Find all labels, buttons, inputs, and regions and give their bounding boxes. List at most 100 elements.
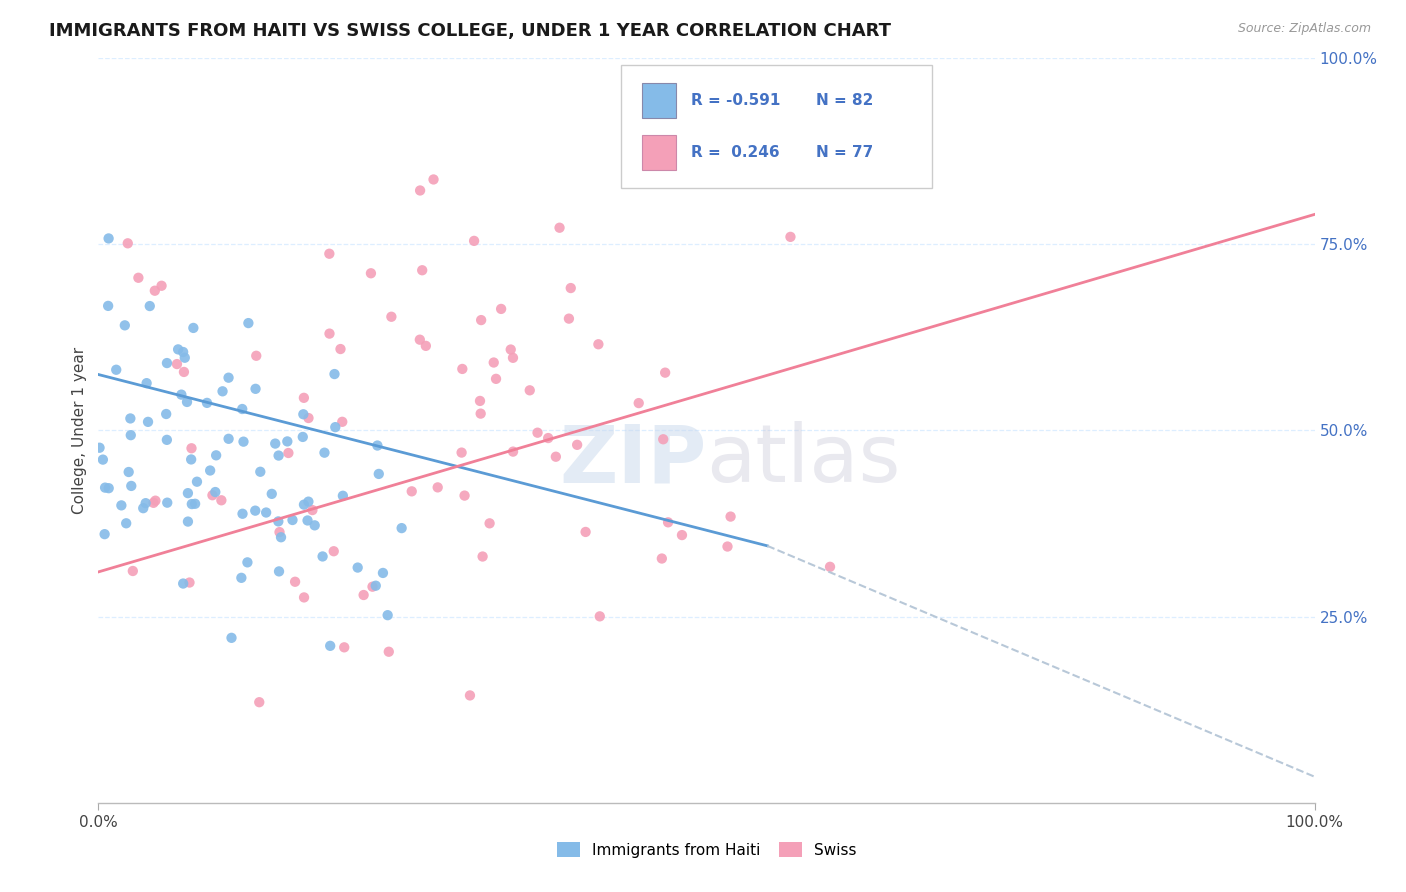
Point [93,527,115,541]
Point [118,465,141,479]
Point [468,393,491,408]
Point [378,645,401,659]
Point [232,434,254,449]
Point [97,299,120,313]
Point [245,349,267,363]
Point [353,588,375,602]
Point [574,524,596,539]
Point [180,442,202,456]
Point [143,284,166,298]
Point [482,355,505,369]
Point [156,496,179,510]
Point [155,407,177,421]
Point [221,631,243,645]
Point [304,518,326,533]
Point [558,311,581,326]
Point [269,525,291,540]
Point [502,351,524,365]
Point [499,343,522,357]
Point [652,432,675,446]
Point [183,321,205,335]
Point [136,415,159,429]
Point [411,263,433,277]
Point [544,450,567,464]
Point [463,234,485,248]
Point [205,448,228,462]
Point [156,433,179,447]
Point [180,497,202,511]
Point [179,575,201,590]
Point [267,449,290,463]
Point [329,342,352,356]
Point [249,465,271,479]
Point [627,396,650,410]
Point [89,441,111,455]
Point [91,452,114,467]
Point [173,365,195,379]
Point [260,487,283,501]
Point [322,544,344,558]
Point [201,488,224,502]
Point [166,357,188,371]
Point [297,513,319,527]
Point [145,493,167,508]
Point [361,580,384,594]
Point [657,516,679,530]
Point [218,432,240,446]
Point [565,438,588,452]
Point [560,281,582,295]
Point [117,236,139,251]
Point [127,270,149,285]
Point [264,436,287,450]
Text: N = 77: N = 77 [815,145,873,160]
Point [198,463,221,477]
Point [371,566,394,580]
FancyBboxPatch shape [643,135,676,170]
Point [281,513,304,527]
Point [204,485,226,500]
Point [519,384,541,398]
Point [380,310,402,324]
Point [314,445,336,459]
Point [238,316,260,330]
Point [415,339,437,353]
FancyBboxPatch shape [621,65,932,188]
Legend: Immigrants from Haiti, Swiss: Immigrants from Haiti, Swiss [553,838,860,863]
Point [115,516,138,531]
Point [292,407,315,421]
Point [132,501,155,516]
Point [318,246,340,260]
Point [537,431,560,445]
Point [120,411,142,425]
Point [135,496,157,510]
Point [267,515,290,529]
Point [270,530,292,544]
Text: R = -0.591: R = -0.591 [690,93,780,108]
Point [120,479,142,493]
Point [450,445,472,459]
Point [231,402,253,417]
Point [818,559,841,574]
Text: N = 82: N = 82 [815,93,873,108]
Point [267,565,290,579]
Point [176,395,198,409]
Point [301,503,323,517]
Point [105,363,128,377]
Point [177,486,200,500]
Point [231,571,253,585]
Point [173,351,195,365]
Point [156,356,179,370]
Point [478,516,501,531]
Point [211,384,233,399]
Point [470,407,492,421]
Point [254,506,277,520]
Point [332,489,354,503]
Point [186,475,208,489]
Point [318,326,340,341]
Point [651,551,673,566]
Point [97,481,120,495]
Text: ZIP: ZIP [560,421,707,500]
Point [120,428,142,442]
Point [150,278,173,293]
Point [292,498,315,512]
